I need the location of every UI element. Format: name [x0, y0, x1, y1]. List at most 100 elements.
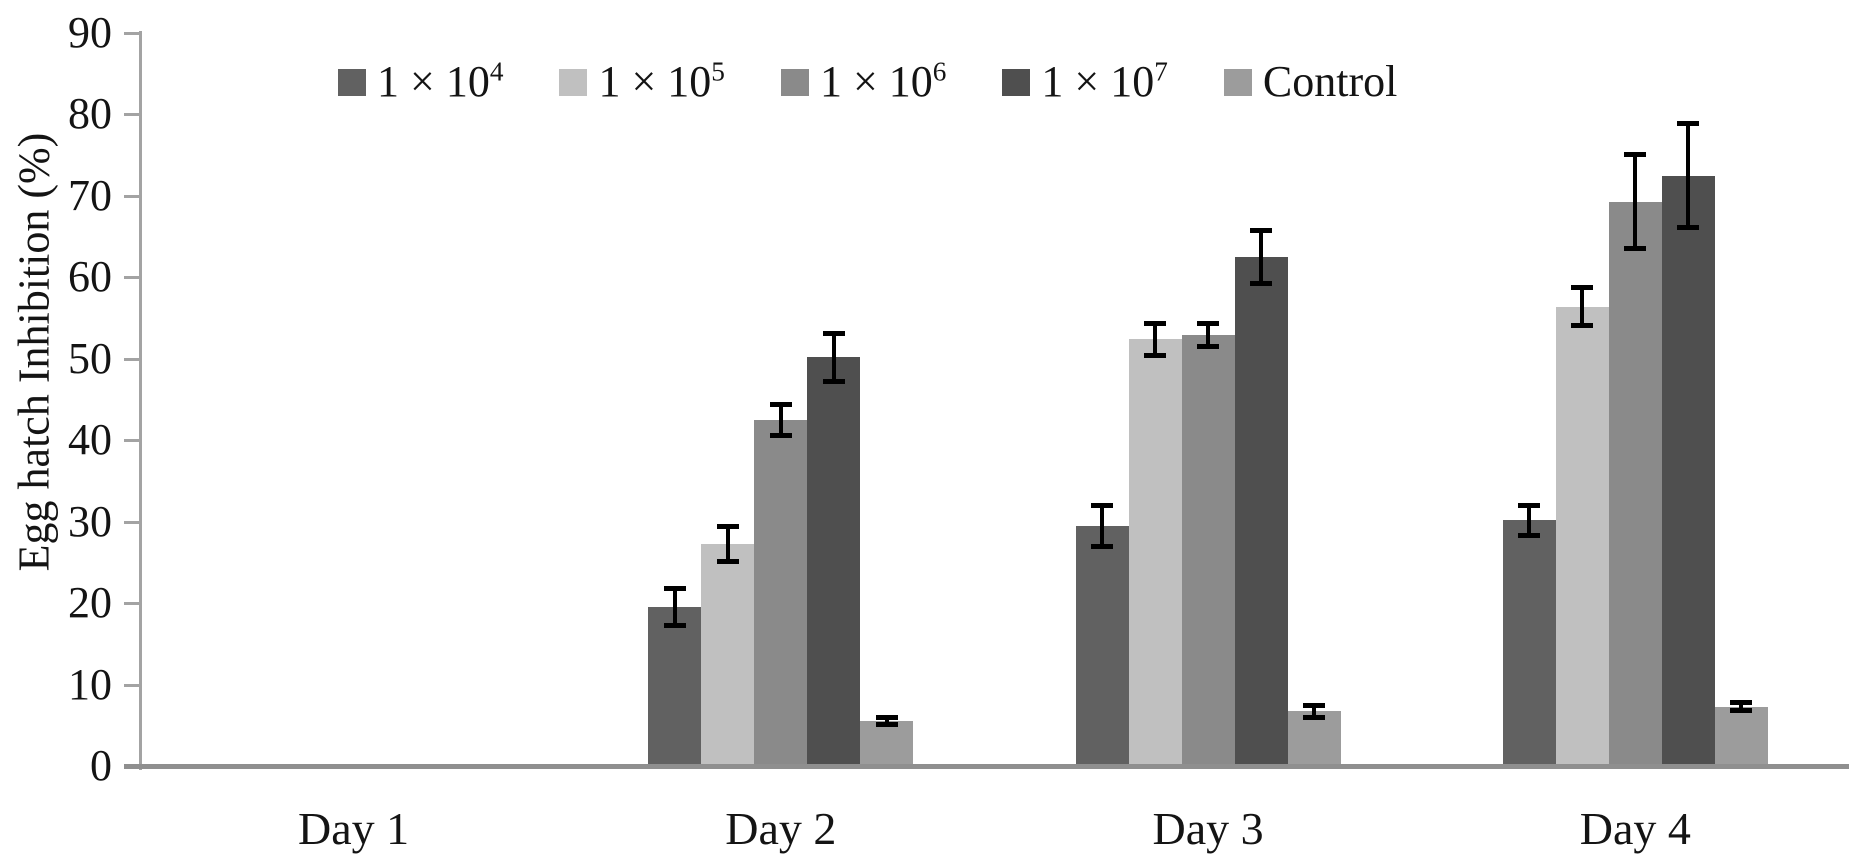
- bar: [1608, 201, 1662, 769]
- error-bar-line: [831, 332, 836, 382]
- error-bar-cap-top: [716, 523, 739, 529]
- y-axis-line: [139, 31, 142, 770]
- y-tick-label: 30: [68, 496, 112, 546]
- error-bar-cap-top: [822, 330, 845, 336]
- legend-item: 1 × 106: [780, 56, 947, 106]
- bar: [1075, 525, 1129, 769]
- y-tick: [124, 32, 139, 35]
- error-bar-cap-bottom: [1571, 323, 1594, 329]
- x-category-label: Day 1: [298, 803, 410, 854]
- bar: [1555, 306, 1609, 769]
- error-bar-line: [1312, 704, 1317, 718]
- legend-swatch: [1002, 68, 1031, 96]
- error-bar-line: [1580, 287, 1585, 327]
- error-bar-line: [1100, 504, 1105, 547]
- error-bar-line: [1153, 322, 1158, 356]
- error-bar-cap-top: [1091, 502, 1114, 508]
- bar: [860, 721, 914, 769]
- y-tick: [124, 520, 139, 524]
- bar: [1128, 339, 1182, 769]
- bar: [648, 607, 702, 769]
- error-bar-cap-bottom: [1091, 543, 1114, 549]
- error-bar-cap-top: [1624, 152, 1647, 158]
- y-tick-label: 0: [90, 741, 112, 790]
- error-bar-cap-bottom: [663, 622, 686, 628]
- legend-label: Control: [1262, 57, 1398, 106]
- bar: [1502, 520, 1556, 769]
- legend-item: Control: [1223, 57, 1398, 106]
- y-tick-label: 50: [68, 333, 112, 383]
- error-bar-line: [1686, 122, 1691, 229]
- bar: [807, 357, 861, 769]
- y-tick: [124, 602, 139, 606]
- bar: [754, 419, 808, 769]
- error-bar-cap-top: [1144, 320, 1167, 326]
- bar: [1234, 256, 1288, 769]
- error-bar-cap-bottom: [1144, 352, 1167, 358]
- error-bar-line: [725, 525, 730, 562]
- legend-label: 1 × 105: [598, 56, 725, 106]
- legend-item: 1 × 105: [559, 56, 725, 106]
- x-axis-line: [124, 764, 1849, 769]
- legend-item: 1 × 104: [338, 58, 503, 106]
- y-tick: [124, 357, 139, 361]
- y-tick-label: 20: [68, 578, 112, 628]
- bar: [1181, 335, 1235, 769]
- legend-swatch: [1223, 68, 1252, 96]
- y-tick-label: 80: [68, 89, 112, 139]
- y-tick-label: 90: [68, 8, 112, 57]
- bar: [1661, 175, 1715, 769]
- error-bar-cap-bottom: [1518, 532, 1541, 538]
- legend-swatch: [780, 68, 809, 96]
- legend-label: 1 × 107: [1041, 56, 1168, 106]
- error-bar-cap-bottom: [1197, 344, 1220, 350]
- error-bar-cap-bottom: [875, 722, 898, 728]
- legend-label: 1 × 104: [377, 56, 504, 106]
- legend-swatch: [559, 68, 588, 96]
- error-bar-line: [1739, 701, 1744, 712]
- error-bar-cap-bottom: [716, 558, 739, 564]
- error-bar-cap-bottom: [822, 378, 845, 384]
- error-bar-cap-bottom: [1250, 280, 1273, 286]
- y-tick-label: 10: [68, 659, 112, 709]
- error-bar-line: [778, 403, 783, 437]
- error-bar-cap-bottom: [769, 433, 792, 439]
- legend-label: 1 × 106: [819, 56, 947, 106]
- legend-swatch: [338, 68, 366, 96]
- error-bar-cap-bottom: [1624, 245, 1647, 251]
- error-bar-line: [1527, 504, 1532, 536]
- error-bar-cap-top: [1730, 699, 1753, 705]
- y-tick-label: 40: [68, 415, 112, 465]
- error-bar-cap-top: [1250, 228, 1273, 234]
- y-tick: [124, 194, 139, 198]
- error-bar-cap-top: [1571, 285, 1594, 291]
- legend: 1 × 104 1 × 105 1 × 106 1 × 107 Control: [338, 58, 1397, 106]
- error-bar-cap-top: [769, 401, 792, 407]
- y-tick-label: 60: [68, 252, 112, 302]
- y-tick: [124, 276, 139, 280]
- error-bar-cap-top: [663, 586, 686, 592]
- x-category-label: Day 4: [1579, 803, 1691, 854]
- y-tick-label: 70: [68, 170, 112, 220]
- legend-item: 1 × 107: [1002, 56, 1168, 106]
- bar: [1287, 711, 1341, 769]
- y-tick: [124, 683, 139, 687]
- error-bar-cap-top: [1518, 502, 1541, 508]
- error-bar-cap-top: [1303, 702, 1326, 708]
- bar: [1714, 706, 1768, 769]
- error-bar-cap-top: [875, 715, 898, 721]
- error-bar-cap-top: [1677, 120, 1700, 126]
- error-bar-cap-bottom: [1730, 708, 1753, 714]
- bar: [701, 543, 755, 769]
- error-bar-line: [1633, 154, 1638, 249]
- x-category-label: Day 2: [725, 803, 837, 854]
- y-tick: [124, 113, 139, 117]
- error-bar-line: [672, 588, 677, 626]
- error-bar-cap-bottom: [1303, 714, 1326, 720]
- y-tick: [124, 439, 139, 443]
- x-category-label: Day 3: [1152, 803, 1264, 854]
- error-bar-line: [1259, 230, 1264, 284]
- error-bar-line: [884, 717, 889, 726]
- error-bar-line: [1206, 322, 1211, 348]
